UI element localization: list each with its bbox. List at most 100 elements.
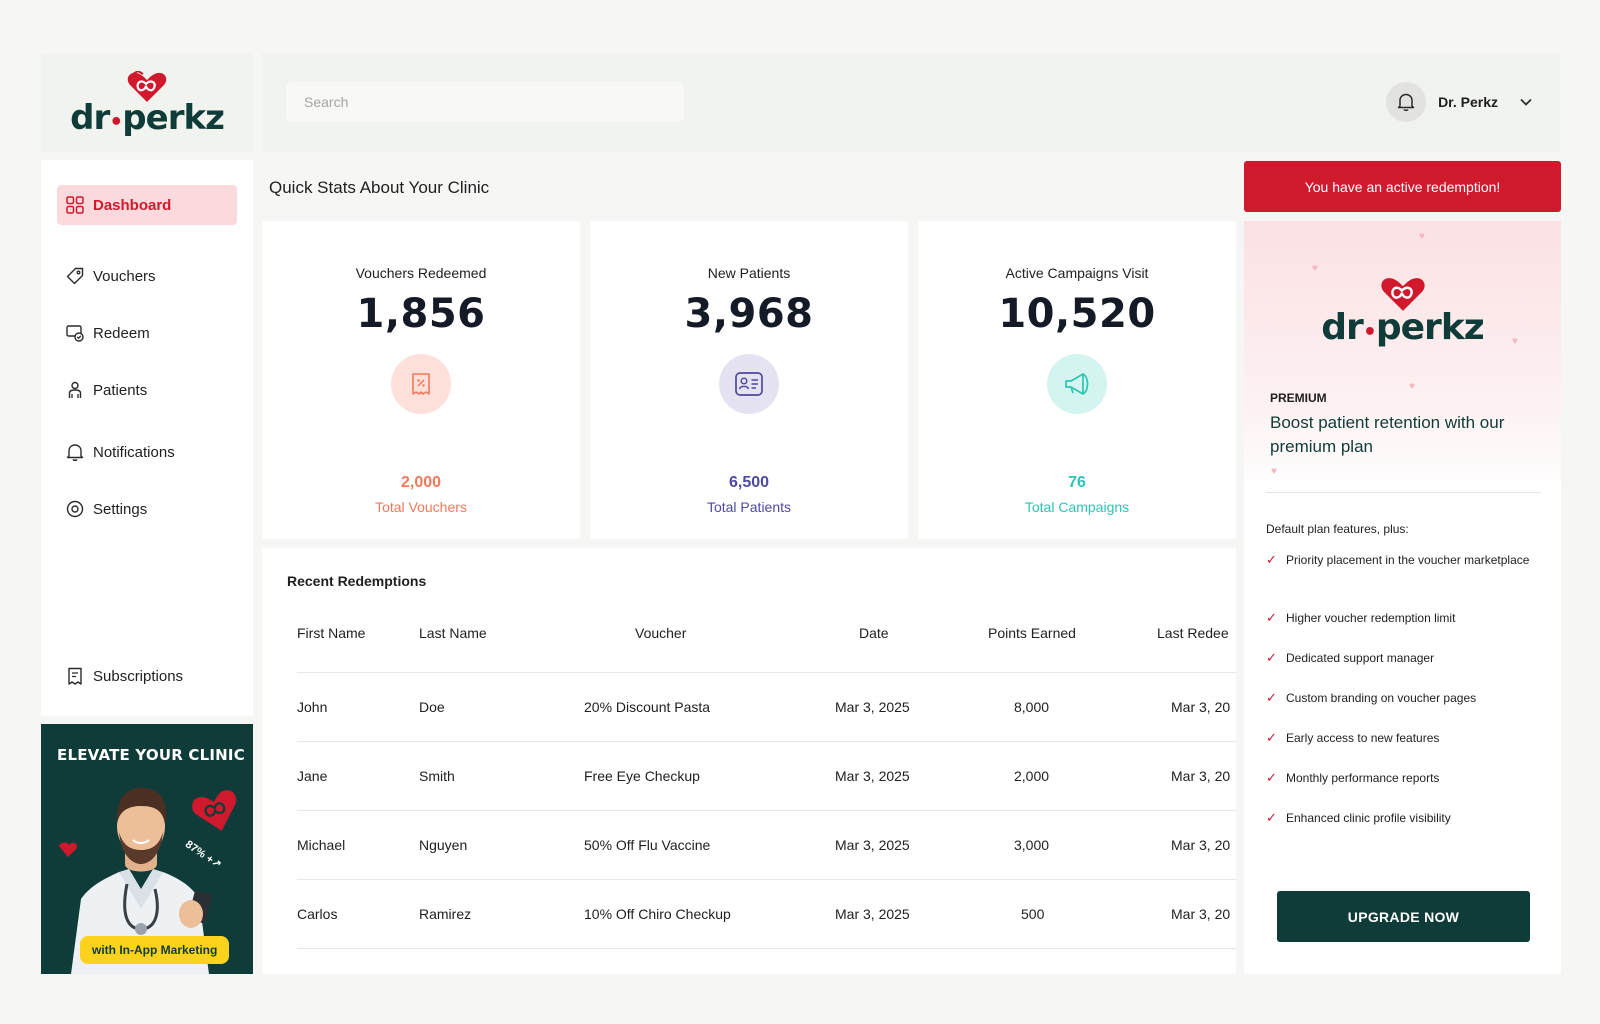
heart-logo-icon [1380, 278, 1425, 311]
check-icon: ✓ [1266, 770, 1277, 785]
sidebar: Dashboard Vouchers Redeem Patients Notif… [41, 160, 253, 716]
stat-total-label: Total Campaigns [1024, 499, 1130, 515]
feature-text: Higher voucher redemption limit [1286, 611, 1456, 625]
table-cell: Mar 3, 2025 [835, 699, 910, 715]
voucher-icon [391, 354, 451, 414]
sidebar-item-redeem[interactable]: Redeem [57, 313, 237, 353]
logo-word-left: dr [1321, 307, 1364, 348]
sidebar-item-notifications[interactable]: Notifications [57, 432, 237, 472]
table-cell: 8,000 [1014, 699, 1050, 715]
stat-value: 3,968 [684, 291, 814, 337]
promo-title: ELEVATE YOUR CLINIC [57, 746, 245, 764]
notifications-button[interactable] [1386, 82, 1427, 122]
redeem-icon [66, 325, 84, 342]
stat-card-campaigns: Active Campaigns Visit 10,520 76 Total C… [918, 221, 1236, 539]
brand-logo[interactable]: dr•perkz [70, 70, 225, 138]
feature-item: ✓ Higher voucher redemption limit [1266, 609, 1536, 627]
premium-tag: PREMIUM [1270, 391, 1327, 405]
sidebar-item-settings[interactable]: Settings [57, 489, 237, 529]
heart-decor-icon: ♥ [1409, 381, 1415, 392]
feature-item: ✓ Enhanced clinic profile visibility [1266, 809, 1536, 827]
column-header-last-redeemed[interactable]: Last Redee [1157, 625, 1229, 641]
stat-label: New Patients [707, 265, 791, 281]
stat-label: Vouchers Redeemed [355, 265, 487, 281]
feature-text: Monthly performance reports [1286, 771, 1440, 785]
premium-brand-logo: dr•perkz [1244, 276, 1561, 346]
heart-decor-icon: ♥ [1271, 466, 1277, 477]
table-cell: Mar 3, 2025 [835, 768, 910, 784]
feature-item: ✓ Priority placement in the voucher marke… [1266, 551, 1536, 569]
bell-icon [1397, 93, 1415, 112]
table-cell: 10% Off Chiro Checkup [584, 906, 731, 922]
receipt-icon [68, 667, 82, 685]
table-cell: Nguyen [419, 837, 468, 853]
id-card-icon [719, 354, 779, 414]
table-cell: Doe [419, 699, 445, 715]
logo-word-right: perkz [1375, 307, 1485, 348]
feature-text: Enhanced clinic profile visibility [1286, 811, 1451, 825]
stat-total: 6,500 [728, 474, 770, 491]
stat-total: 2,000 [400, 474, 442, 491]
feature-item: ✓ Monthly performance reports [1266, 769, 1536, 787]
table-cell: Mar 3, 20 [1171, 906, 1231, 922]
chevron-down-icon[interactable] [1520, 98, 1532, 106]
logo-word-right: perkz [122, 97, 225, 138]
stat-total-label: Total Patients [706, 499, 792, 515]
promo-banner[interactable]: ELEVATE YOUR CLINIC 87% +↗ with In-App M… [41, 724, 253, 974]
check-icon: ✓ [1266, 690, 1277, 705]
row-divider [297, 879, 1236, 880]
sidebar-item-label: Patients [93, 381, 148, 399]
table-cell: 500 [1021, 906, 1045, 922]
top-header: Dr. Perkz [262, 53, 1560, 152]
check-icon: ✓ [1266, 552, 1277, 567]
table-cell: Mar 3, 2025 [835, 906, 910, 922]
column-header-date[interactable]: Date [859, 625, 889, 641]
search-input[interactable] [286, 82, 684, 122]
sidebar-item-label: Subscriptions [93, 667, 184, 685]
sidebar-item-label: Notifications [93, 443, 175, 461]
sidebar-item-vouchers[interactable]: Vouchers [57, 256, 237, 296]
megaphone-icon [1047, 354, 1107, 414]
row-divider [297, 741, 1236, 742]
sidebar-item-label: Dashboard [93, 196, 172, 214]
table-title: Recent Redemptions [287, 573, 427, 589]
patients-icon [68, 381, 82, 398]
active-redemption-alert[interactable]: You have an active redemption! [1244, 161, 1561, 212]
table-cell: Carlos [297, 906, 338, 922]
column-header-last-name[interactable]: Last Name [419, 625, 487, 641]
upgrade-now-button[interactable]: UPGRADE NOW [1277, 891, 1530, 942]
tag-icon [66, 267, 84, 285]
table-cell: 3,000 [1014, 837, 1050, 853]
sidebar-item-subscriptions[interactable]: Subscriptions [57, 656, 237, 696]
section-title: Quick Stats About Your Clinic [269, 178, 490, 197]
sidebar-item-label: Settings [93, 500, 148, 518]
logo-word-left: dr [70, 97, 110, 138]
table-cell: Mar 3, 20 [1171, 837, 1231, 853]
logo-panel: dr•perkz [41, 53, 253, 152]
stat-card-vouchers: Vouchers Redeemed 1,856 2,000 Total Vouc… [262, 221, 580, 539]
table-cell: Jane [297, 768, 328, 784]
check-icon: ✓ [1266, 810, 1277, 825]
recent-redemptions-table: Recent Redemptions First Name Last Name … [262, 548, 1236, 974]
sidebar-item-patients[interactable]: Patients [57, 370, 237, 410]
table-cell: 20% Discount Pasta [584, 699, 711, 715]
sidebar-item-label: Vouchers [93, 267, 156, 285]
sidebar-item-dashboard[interactable]: Dashboard [57, 185, 237, 225]
feature-text: Dedicated support manager [1286, 651, 1435, 665]
column-header-voucher[interactable]: Voucher [635, 625, 687, 641]
feature-item: ✓ Early access to new features [1266, 729, 1536, 747]
stat-label: Active Campaigns Visit [1005, 265, 1149, 281]
table-cell: 2,000 [1014, 768, 1050, 784]
premium-card-header [1244, 221, 1561, 491]
features-intro: Default plan features, plus: [1266, 522, 1409, 536]
promo-pill: with In-App Marketing [80, 936, 230, 964]
user-menu[interactable]: Dr. Perkz [1386, 82, 1532, 122]
premium-headline: Boost patient retention with our premium… [1270, 413, 1505, 456]
table-cell: Ramirez [419, 906, 472, 922]
column-header-first-name[interactable]: First Name [297, 625, 366, 641]
heart-logo-icon [127, 70, 167, 102]
feature-text: Priority placement in the voucher market… [1286, 553, 1530, 567]
check-icon: ✓ [1266, 610, 1277, 625]
row-divider [297, 672, 1236, 673]
column-header-points-earned[interactable]: Points Earned [988, 625, 1076, 641]
